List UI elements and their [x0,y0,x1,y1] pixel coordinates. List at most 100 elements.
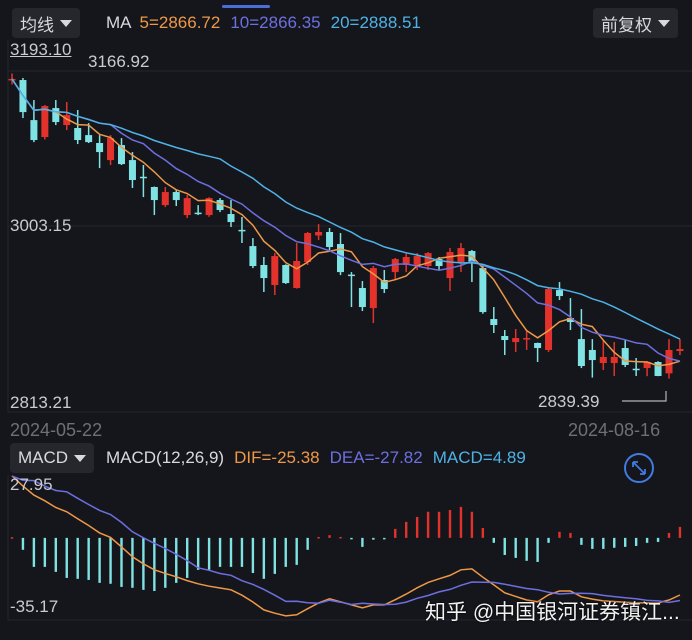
candle-body [304,233,312,263]
candle-body [337,244,344,273]
expand-icon [632,461,646,475]
candle-body [665,349,673,374]
macd-bar [306,537,309,550]
start-date: 2024-05-22 [10,420,103,440]
macd-bar [361,537,364,547]
dif-value: DIF=-25.38 [234,448,320,467]
macd-bar [43,537,47,567]
ma5-value: 5=2866.72 [139,13,221,32]
dea-value: DEA=-27.82 [329,448,423,467]
macd-bar [394,528,397,538]
macd-bar [525,537,528,561]
candle-body [632,368,640,371]
macd-bar [667,532,671,538]
macd-bar [10,537,14,539]
macd-bar [558,531,561,538]
candle-body [512,338,520,343]
candle-body [402,256,410,266]
candle-body [654,362,662,376]
macd-bar [415,516,419,538]
macd-bar [76,537,79,579]
expand-button[interactable] [624,453,654,483]
candle-body [249,246,257,267]
candle-body [161,192,169,206]
candle-body [610,356,618,364]
ma5-line [11,78,681,367]
macd-bar [87,537,90,580]
candle-body [96,143,104,153]
candle-body [380,280,388,290]
candle-body [501,336,509,341]
candle-body [128,160,136,181]
macd-bar [186,537,189,578]
macd-bar [372,537,375,540]
candle-body [282,265,290,284]
macd-bar [678,526,682,538]
macd-bar [153,537,156,591]
macd-bar [251,537,255,573]
candle-body [107,138,115,161]
macd-bar [240,537,244,567]
candle-body [74,128,82,141]
macd-bar [426,511,430,538]
candle-body [621,348,629,365]
macd-bar [131,537,134,588]
macd-bar [218,537,222,567]
max-price-marker: 3166.92 [88,52,150,71]
macd-bar [613,537,616,548]
macd-bar [536,537,539,562]
macd-bar [54,537,57,572]
chevron-down-icon [658,19,670,27]
candle-body [85,135,93,143]
candle-body [41,106,49,138]
chevron-down-icon [60,19,72,27]
candle-body [424,253,432,267]
adjust-selector-button[interactable]: 前复权 [593,8,678,38]
candle-body [479,268,487,313]
macd-bar [109,537,112,584]
candle-body [118,145,125,165]
macd-legend: MACD(12,26,9) DIF=-25.38 DEA=-27.82 MACD… [106,448,526,468]
end-date: 2024-08-16 [568,420,661,440]
candle-body [556,290,563,297]
min-marker-line [622,391,667,402]
candle-body [52,108,60,123]
macd-axis-top: 27.95 [10,475,53,494]
candle-body [260,265,268,279]
candle-body [676,348,684,352]
macd-bar [65,537,68,578]
candle-body [413,256,421,267]
candle-body [577,339,585,367]
candle-body [315,232,323,236]
macd-bar [207,537,211,570]
candle-body [139,176,147,179]
ma-selector-button[interactable]: 均线 [12,8,80,38]
macd-bar [196,537,200,570]
macd-bar [547,537,550,543]
macd-bar [339,536,342,539]
macd-bar [164,537,167,588]
ma10-value: 10=2866.35 [230,13,321,32]
macd-bar [470,511,474,538]
watermark: 知乎 @中国银河证券镇江... [425,601,680,624]
macd-bar [645,537,649,543]
macd-bar [481,527,485,538]
price-axis-mid: 3003.15 [10,216,72,235]
candle-body [446,252,454,279]
macd-bar [569,532,572,538]
macd-bar [514,537,517,558]
candle-body [183,198,191,216]
macd-bar [602,537,605,549]
macd-bar [591,537,594,549]
macd-selector-button[interactable]: MACD [10,443,95,473]
candle-body [194,212,202,215]
macd-bar [284,537,287,567]
macd-bar [503,537,506,555]
candle-body [205,198,213,216]
macd-axis-bottom: -35.17 [10,597,59,616]
candle-body [216,200,224,211]
macd-bar [295,537,298,565]
candle-body [293,260,301,289]
macd-bar [437,511,441,538]
